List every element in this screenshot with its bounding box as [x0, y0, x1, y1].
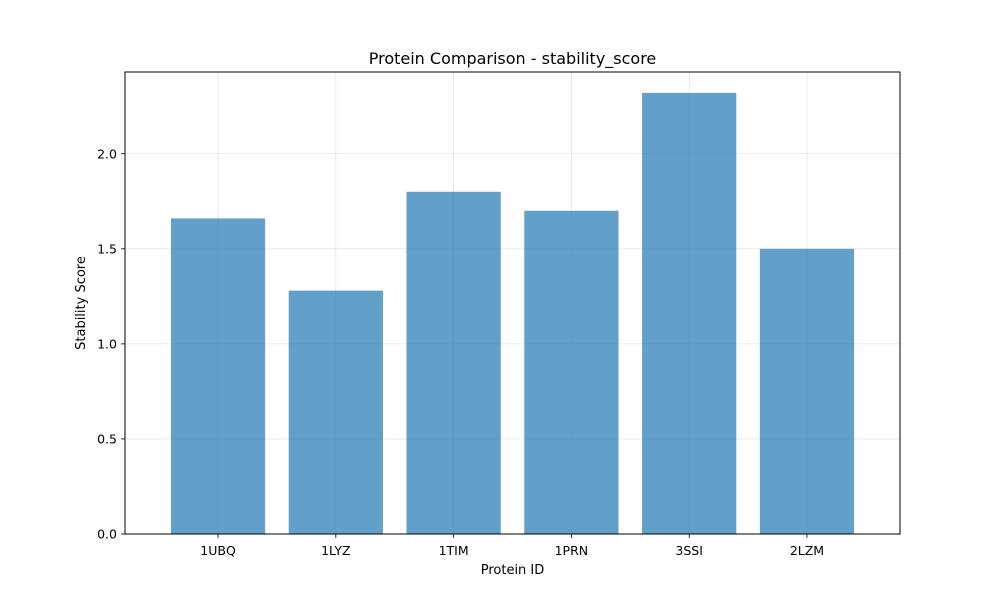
x-tick-label: 1LYZ [321, 543, 350, 558]
y-tick-label: 0.5 [97, 431, 117, 446]
x-axis-ticks: 1UBQ 1LYZ 1TIM 1PRN 3SSI 2LZM [200, 534, 824, 558]
bar-1tim [406, 191, 501, 534]
x-tick-label: 3SSI [675, 543, 703, 558]
bar-1lyz [288, 290, 383, 534]
x-tick-label: 1PRN [555, 543, 589, 558]
y-tick-label: 0.0 [97, 527, 117, 542]
x-tick-label: 1UBQ [200, 543, 236, 558]
bar-1ubq [170, 218, 266, 534]
bar-3ssi [642, 92, 737, 535]
bar-2lzm [759, 248, 855, 534]
y-tick-label: 2.0 [97, 146, 117, 161]
y-axis-ticks: 0.0 0.5 1.0 1.5 2.0 [97, 146, 125, 542]
bars [170, 92, 855, 535]
x-tick-label: 2LZM [790, 543, 824, 558]
plot-frame [124, 71, 901, 535]
x-axis-label: Protein ID [481, 563, 545, 578]
y-tick-label: 1.5 [97, 241, 117, 256]
bar-1prn [524, 210, 619, 534]
y-tick-label: 1.0 [97, 336, 117, 351]
x-tick-label: 1TIM [439, 543, 469, 558]
y-axis-label: Stability Score [74, 256, 89, 350]
chart-title: Protein Comparison - stability_score [369, 49, 657, 69]
